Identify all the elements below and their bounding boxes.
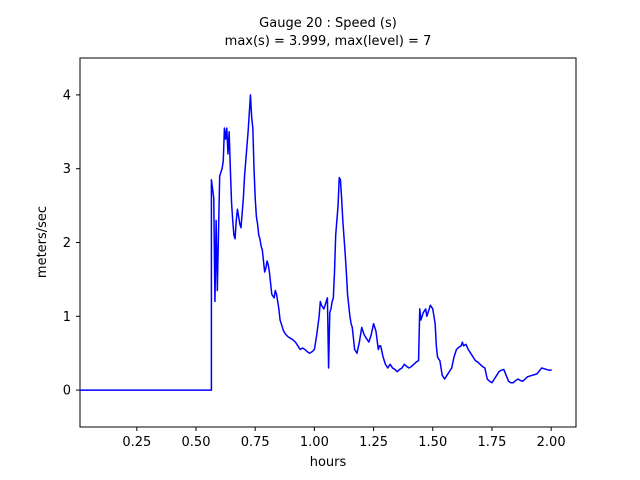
x-axis-label: hours bbox=[310, 455, 347, 470]
x-tick-label: 1.50 bbox=[418, 435, 447, 450]
y-axis-label: meters/sec bbox=[35, 206, 50, 278]
y-tick-label: 3 bbox=[63, 162, 71, 177]
y-tick-label: 1 bbox=[63, 310, 71, 325]
x-tick-label: 0.25 bbox=[122, 435, 151, 450]
plot-spines bbox=[79, 57, 577, 428]
speed-line-series bbox=[79, 94, 552, 391]
y-axis-ticks: 0 1 2 3 4 bbox=[63, 88, 80, 399]
x-tick-label: 2.00 bbox=[537, 435, 566, 450]
chart-title: Gauge 20 : Speed (s) bbox=[259, 16, 397, 31]
x-tick-label: 1.00 bbox=[300, 435, 329, 450]
x-tick-label: 1.75 bbox=[477, 435, 506, 450]
x-axis-ticks: 0.25 0.50 0.75 1.00 1.25 1.50 1.75 2.00 bbox=[122, 427, 566, 450]
x-tick-label: 0.75 bbox=[241, 435, 270, 450]
speed-line bbox=[79, 94, 552, 391]
y-tick-label: 4 bbox=[63, 88, 71, 103]
y-tick-label: 0 bbox=[63, 384, 71, 399]
y-tick-label: 2 bbox=[63, 236, 71, 251]
x-tick-label: 0.50 bbox=[182, 435, 211, 450]
x-tick-label: 1.25 bbox=[359, 435, 388, 450]
chart-subtitle: max(s) = 3.999, max(level) = 7 bbox=[225, 34, 432, 49]
